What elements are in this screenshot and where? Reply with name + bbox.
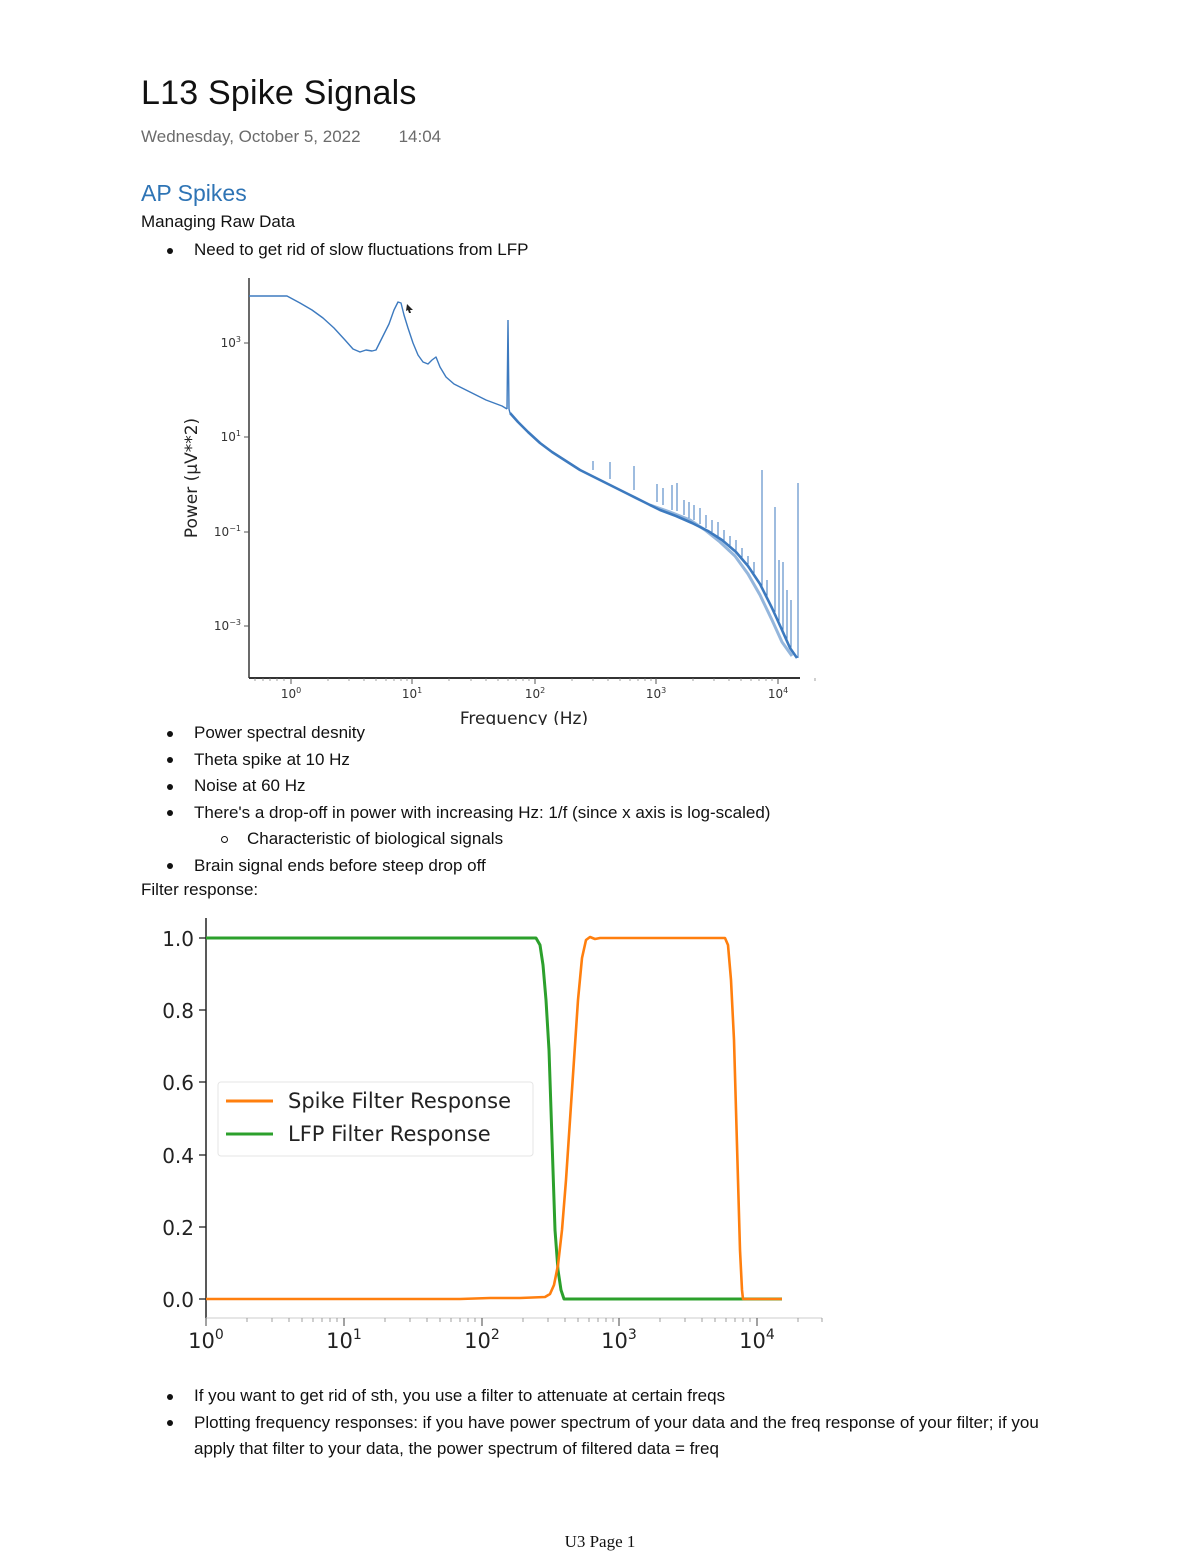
svg-text:101: 101 — [326, 1327, 362, 1353]
svg-text:0.4: 0.4 — [162, 1144, 194, 1168]
svg-text:102: 102 — [464, 1327, 500, 1353]
psd-chart-svg: 103 101 10−1 10−3 100 101 102 103 104 — [182, 278, 816, 729]
psd-bullet-list: Power spectral desnity Theta spike at 10… — [141, 720, 770, 879]
list-item: Need to get rid of slow fluctuations fro… — [141, 237, 529, 264]
psd-y-axis-label: Power (μV**2) — [182, 418, 202, 538]
chart-legend: Spike Filter Response LFP Filter Respons… — [217, 1081, 534, 1157]
list-item: Noise at 60 Hz — [141, 773, 770, 800]
intro-bullet-list: Need to get rid of slow fluctuations fro… — [141, 237, 529, 264]
svg-text:0.0: 0.0 — [162, 1288, 194, 1312]
legend-lfp-label: LFP Filter Response — [288, 1122, 491, 1146]
svg-text:10−3: 10−3 — [214, 618, 241, 633]
svg-text:0.2: 0.2 — [162, 1216, 194, 1240]
svg-text:102: 102 — [525, 686, 545, 701]
mouse-cursor-icon — [406, 304, 413, 313]
list-item: Plotting frequency responses: if you hav… — [141, 1410, 1054, 1463]
section-subheading: Managing Raw Data — [141, 212, 296, 231]
svg-text:0.6: 0.6 — [162, 1071, 194, 1095]
list-item-sub: Characteristic of biological signals — [141, 826, 770, 853]
svg-text:104: 104 — [768, 686, 788, 701]
svg-text:0.8: 0.8 — [162, 999, 194, 1023]
svg-text:104: 104 — [739, 1327, 775, 1353]
svg-text:103: 103 — [646, 686, 666, 701]
page-time: 14:04 — [398, 127, 442, 146]
legend-spike-label: Spike Filter Response — [288, 1089, 511, 1113]
page-date: Wednesday, October 5, 2022 — [141, 127, 361, 146]
list-item: Theta spike at 10 Hz — [141, 747, 770, 774]
filter-response-label: Filter response: — [141, 880, 259, 899]
section-heading: AP Spikes — [141, 180, 247, 206]
list-item: Brain signal ends before steep drop off — [141, 853, 770, 880]
svg-text:101: 101 — [402, 686, 422, 701]
svg-text:101: 101 — [221, 429, 241, 444]
svg-text:10−1: 10−1 — [214, 524, 241, 539]
list-item: There's a drop-off in power with increas… — [141, 800, 770, 827]
spike-filter-line — [206, 935, 782, 1301]
svg-text:100: 100 — [281, 686, 301, 701]
filter-response-chart: 1.0 0.8 0.6 0.4 0.2 0.0 100 101 102 103 — [140, 915, 840, 1365]
psd-x-axis-label: Frequency (Hz) — [460, 709, 588, 725]
page-title: L13 Spike Signals — [141, 74, 417, 112]
list-item: If you want to get rid of sth, you use a… — [141, 1383, 1054, 1410]
page-footer: U3 Page 1 — [564, 1532, 636, 1551]
page-timestamp: Wednesday, October 5, 2022 14:04 — [141, 127, 441, 147]
filter-chart-svg: 1.0 0.8 0.6 0.4 0.2 0.0 100 101 102 103 — [162, 918, 823, 1353]
list-item: Power spectral desnity — [141, 720, 770, 747]
psd-line — [249, 295, 508, 410]
svg-text:100: 100 — [188, 1327, 224, 1353]
svg-text:103: 103 — [601, 1327, 637, 1353]
filter-bullet-list: If you want to get rid of sth, you use a… — [141, 1383, 1054, 1463]
psd-chart: 103 101 10−1 10−3 100 101 102 103 104 — [170, 270, 820, 730]
lfp-filter-line — [206, 936, 782, 1301]
svg-text:103: 103 — [221, 335, 241, 350]
svg-text:1.0: 1.0 — [162, 927, 194, 951]
